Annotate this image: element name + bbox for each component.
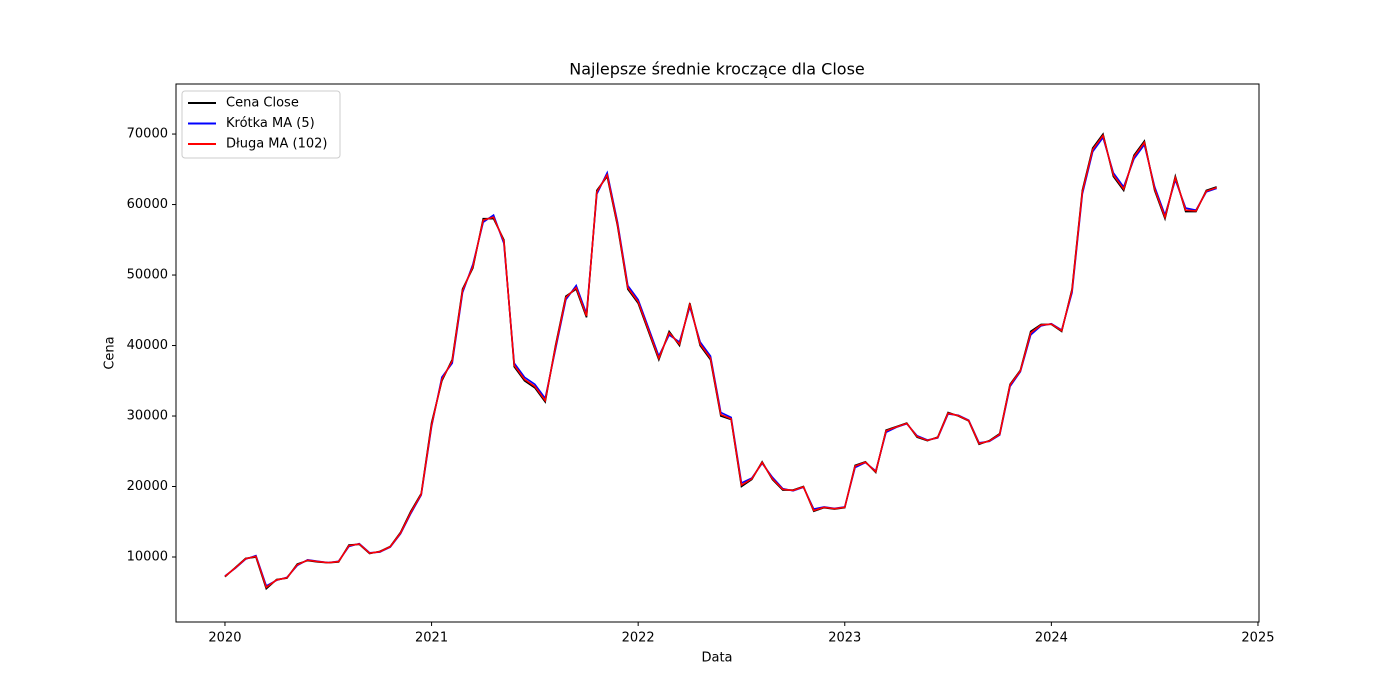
x-tick-label: 2023: [828, 631, 861, 646]
legend-label: Cena Close: [226, 96, 299, 111]
x-tick-label: 2022: [622, 631, 655, 646]
y-tick-label: 50000: [127, 268, 168, 283]
y-tick-label: 30000: [127, 409, 168, 424]
y-tick-label: 70000: [127, 127, 168, 142]
y-tick-label: 10000: [127, 550, 168, 565]
chart-title: Najlepsze średnie kroczące dla Close: [569, 60, 865, 79]
legend-label: Długa MA (102): [226, 137, 328, 152]
legend-label: Krótka MA (5): [226, 116, 315, 131]
y-axis-label: Cena: [103, 336, 118, 369]
y-tick-label: 40000: [127, 338, 168, 353]
plot-frame: [175, 83, 1260, 623]
x-tick-label: 2025: [1241, 631, 1274, 646]
x-tick-label: 2021: [415, 631, 448, 646]
x-tick-label: 2024: [1035, 631, 1068, 646]
x-tick-label: 2020: [208, 631, 241, 646]
plot-area: [224, 132, 1217, 591]
legend-box: [181, 90, 341, 159]
y-tick-label: 60000: [127, 197, 168, 212]
series-line: [224, 133, 1217, 589]
legend: Cena Close Krótka MA (5) Długa MA (102): [181, 90, 341, 159]
y-tick-label: 20000: [127, 479, 168, 494]
x-axis-label: Data: [701, 651, 732, 666]
